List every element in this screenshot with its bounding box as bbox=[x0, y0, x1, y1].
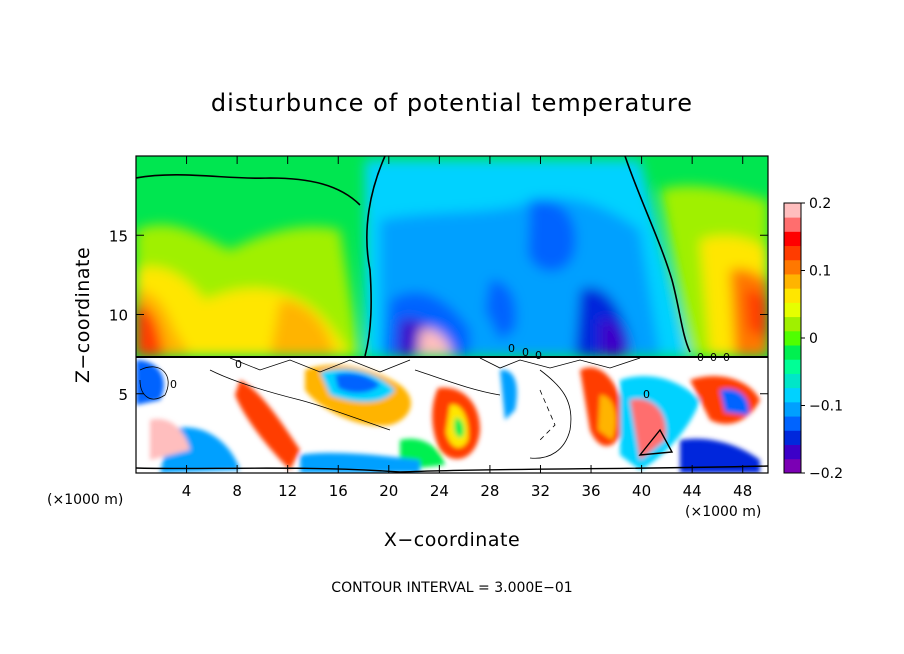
contour-labels: 0 0 0 0 0 0 0 0 0 bbox=[170, 342, 730, 401]
colorbar-swatch bbox=[784, 302, 801, 318]
colorbar-swatch bbox=[784, 444, 801, 460]
colorbar-swatch bbox=[784, 387, 801, 403]
x-tick-label: 48 bbox=[733, 482, 752, 500]
colorbar-swatch bbox=[784, 430, 801, 445]
y-tick-label: 5 bbox=[118, 386, 128, 404]
colorbar-swatch bbox=[784, 345, 801, 360]
colorbar-swatch bbox=[784, 245, 801, 261]
contour-label: 0 bbox=[522, 346, 529, 359]
y-axis-label: Z−coordinate bbox=[72, 247, 94, 383]
colorbar-swatch bbox=[784, 359, 801, 374]
contour-label: 0 bbox=[508, 342, 515, 355]
x-tick-label: 24 bbox=[430, 482, 449, 500]
colorbar-tick-label: 0 bbox=[809, 331, 818, 347]
colorbar-swatch bbox=[784, 259, 801, 275]
colorbar-swatch bbox=[784, 401, 801, 417]
x-tick-label: 12 bbox=[278, 482, 297, 500]
contour-label: 0 bbox=[235, 358, 242, 371]
upper-layer-field bbox=[136, 156, 768, 356]
y-tick-label: 15 bbox=[109, 227, 128, 245]
x-tick-label: 28 bbox=[480, 482, 499, 500]
y-axis: 5 10 15 bbox=[109, 227, 768, 404]
lower-layer-field bbox=[136, 356, 768, 473]
colorbar-swatch bbox=[784, 203, 801, 218]
colorbar: 0.2 0.1 0 −0.1 −0.2 bbox=[783, 196, 843, 482]
contour-label: 0 bbox=[643, 388, 650, 401]
zero-contour-right bbox=[624, 156, 691, 353]
colorbar-tick-label: 0.1 bbox=[809, 264, 831, 280]
x-unit-left: (×1000 m) bbox=[47, 492, 123, 508]
colorbar-tick-label: −0.1 bbox=[809, 399, 843, 415]
colorbar-swatch bbox=[784, 458, 801, 474]
x-tick-label: 44 bbox=[683, 482, 702, 500]
colorbar-swatch bbox=[784, 217, 801, 232]
x-tick-label: 8 bbox=[232, 482, 242, 500]
zero-contour-center bbox=[364, 156, 386, 356]
contour-label: 0 bbox=[710, 351, 717, 364]
x-tick-label: 32 bbox=[531, 482, 550, 500]
colorbar-swatch bbox=[784, 231, 801, 247]
x-unit-right: (×1000 m) bbox=[685, 504, 761, 520]
x-tick-label: 16 bbox=[329, 482, 348, 500]
x-axis-label: X−coordinate bbox=[384, 529, 520, 551]
contour-label: 0 bbox=[723, 351, 730, 364]
contour-interval-note: CONTOUR INTERVAL = 3.000E−01 bbox=[331, 580, 572, 596]
x-tick-label: 20 bbox=[379, 482, 398, 500]
colorbar-swatch bbox=[784, 274, 801, 289]
interface-wave-contours bbox=[229, 357, 641, 373]
colorbar-swatch bbox=[784, 416, 801, 431]
x-tick-label: 4 bbox=[182, 482, 192, 500]
colorbar-swatch bbox=[784, 373, 801, 389]
colorbar-swatch bbox=[784, 288, 801, 303]
x-axis: 4 8 12 16 20 24 28 32 36 40 44 48 bbox=[182, 156, 752, 500]
colorbar-swatch bbox=[784, 330, 801, 346]
contour-label: 0 bbox=[697, 351, 704, 364]
x-tick-label: 36 bbox=[581, 482, 600, 500]
y-tick-label: 10 bbox=[109, 307, 128, 325]
chart-title: disturbunce of potential temperature bbox=[211, 89, 693, 117]
colorbar-tick-label: −0.2 bbox=[809, 466, 843, 482]
x-tick-label: 40 bbox=[632, 482, 651, 500]
contour-label: 0 bbox=[535, 349, 542, 362]
plot-area bbox=[136, 156, 768, 473]
contour-label: 0 bbox=[170, 378, 177, 391]
colorbar-swatch bbox=[784, 316, 801, 332]
zero-contour-left bbox=[136, 174, 361, 206]
colorbar-tick-label: 0.2 bbox=[809, 196, 831, 212]
